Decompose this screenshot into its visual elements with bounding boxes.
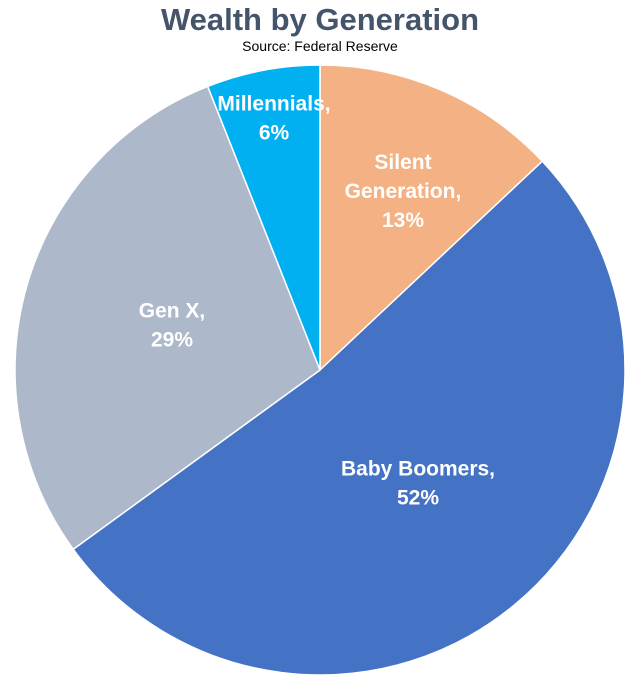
pie-slice-gen-x	[14, 85, 321, 551]
data-label-baby-boomers: Baby Boomers, 52%	[341, 458, 495, 510]
data-label-silent-generation: Silent Generation, 13%	[345, 151, 462, 232]
chart-title: Wealth by Generation	[160, 2, 480, 37]
data-label-millennials: Millennials, 6%	[217, 93, 330, 145]
pie-slice-millennials	[206, 64, 321, 371]
pie-slice-baby-boomers	[72, 160, 626, 676]
data-label-gen-x: Gen X, 29%	[139, 300, 206, 352]
chart-subtitle: Source: Federal Reserve	[242, 38, 398, 54]
pie-slice-silent-generation	[319, 64, 544, 372]
